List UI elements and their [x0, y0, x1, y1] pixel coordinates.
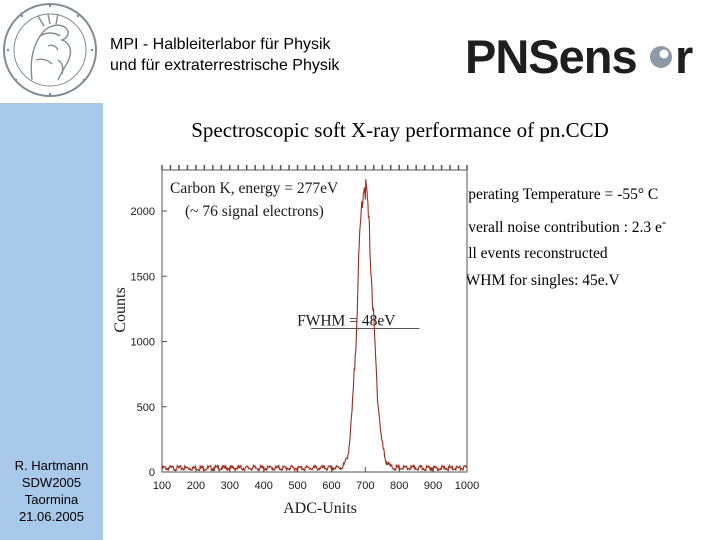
- annotation-line-2: (~ 76 signal electrons): [185, 203, 324, 220]
- bullet-text: Operating Temperature = -55° C: [457, 186, 659, 203]
- plot-frame: [161, 169, 468, 473]
- minerva-logo-icon: [3, 3, 97, 97]
- event-name: SDW2005: [21, 475, 82, 490]
- brand-text-end: r: [675, 30, 693, 80]
- x-tick-label: 700: [356, 480, 374, 492]
- pnsensor-logo: PNSens r: [465, 30, 694, 80]
- x-tick-label: 1000: [455, 480, 479, 492]
- y-axis-label: Counts: [112, 287, 129, 332]
- institute-line-2: und für extraterrestrische Physik: [110, 57, 340, 74]
- event-place: Taormina: [24, 492, 79, 507]
- institute-line-1: MPI - Halbleiterlabor für Physik: [110, 36, 331, 53]
- sidebar: R. Hartmann SDW2005 Taormina 21.06.2005: [0, 0, 103, 540]
- x-tick-label: 900: [424, 480, 442, 492]
- bullet-text: Overall noise contribution : 2.3 e: [457, 218, 662, 236]
- frame-top-dots: [161, 165, 468, 170]
- spectrum-chart: Carbon K, energy = 277eV (~ 76 signal el…: [112, 165, 480, 517]
- y-tick-label: 2000: [131, 206, 155, 218]
- bullet-text: FWHM for singles: 45e.V: [457, 271, 620, 289]
- logo-area: [0, 0, 103, 103]
- fwhm-label: FWHM = 48eV: [297, 312, 396, 329]
- axis-ticks: 100 200 300 400 500 600 700 800 900 1000 0 500 1000 1…: [131, 206, 480, 492]
- x-tick-label: 400: [254, 480, 272, 492]
- x-tick-label: 300: [221, 480, 239, 492]
- annotation-line-1: Carbon K, energy = 277eV: [170, 180, 339, 197]
- bullet-text: All events reconstructed: [457, 245, 608, 263]
- x-tick-label: 500: [288, 480, 306, 492]
- author-name: R. Hartmann: [14, 458, 89, 473]
- slide-title: Spectroscopic soft X-ray performance of …: [191, 118, 609, 142]
- x-tick-label: 200: [187, 480, 205, 492]
- author-block: R. Hartmann SDW2005 Taormina 21.06.2005: [2, 457, 101, 525]
- y-tick-label: 500: [137, 402, 155, 414]
- x-axis-label: ADC-Units: [283, 500, 357, 517]
- y-tick-label: 1000: [131, 337, 155, 349]
- x-tick-label: 600: [322, 480, 340, 492]
- x-tick-label: 800: [390, 480, 408, 492]
- spectrum-trace: [161, 179, 468, 473]
- institute-header: MPI - Halbleiterlabor für Physik und für…: [110, 34, 339, 76]
- x-tick-label: 100: [153, 480, 171, 492]
- y-tick-label: 1500: [131, 271, 155, 283]
- y-tick-label: 0: [149, 467, 155, 479]
- event-date: 21.06.2005: [18, 509, 85, 524]
- brand-dot-highlight: [659, 49, 669, 59]
- brand-text-main: PNSens: [465, 30, 637, 80]
- bullet-superscript: -: [661, 213, 667, 229]
